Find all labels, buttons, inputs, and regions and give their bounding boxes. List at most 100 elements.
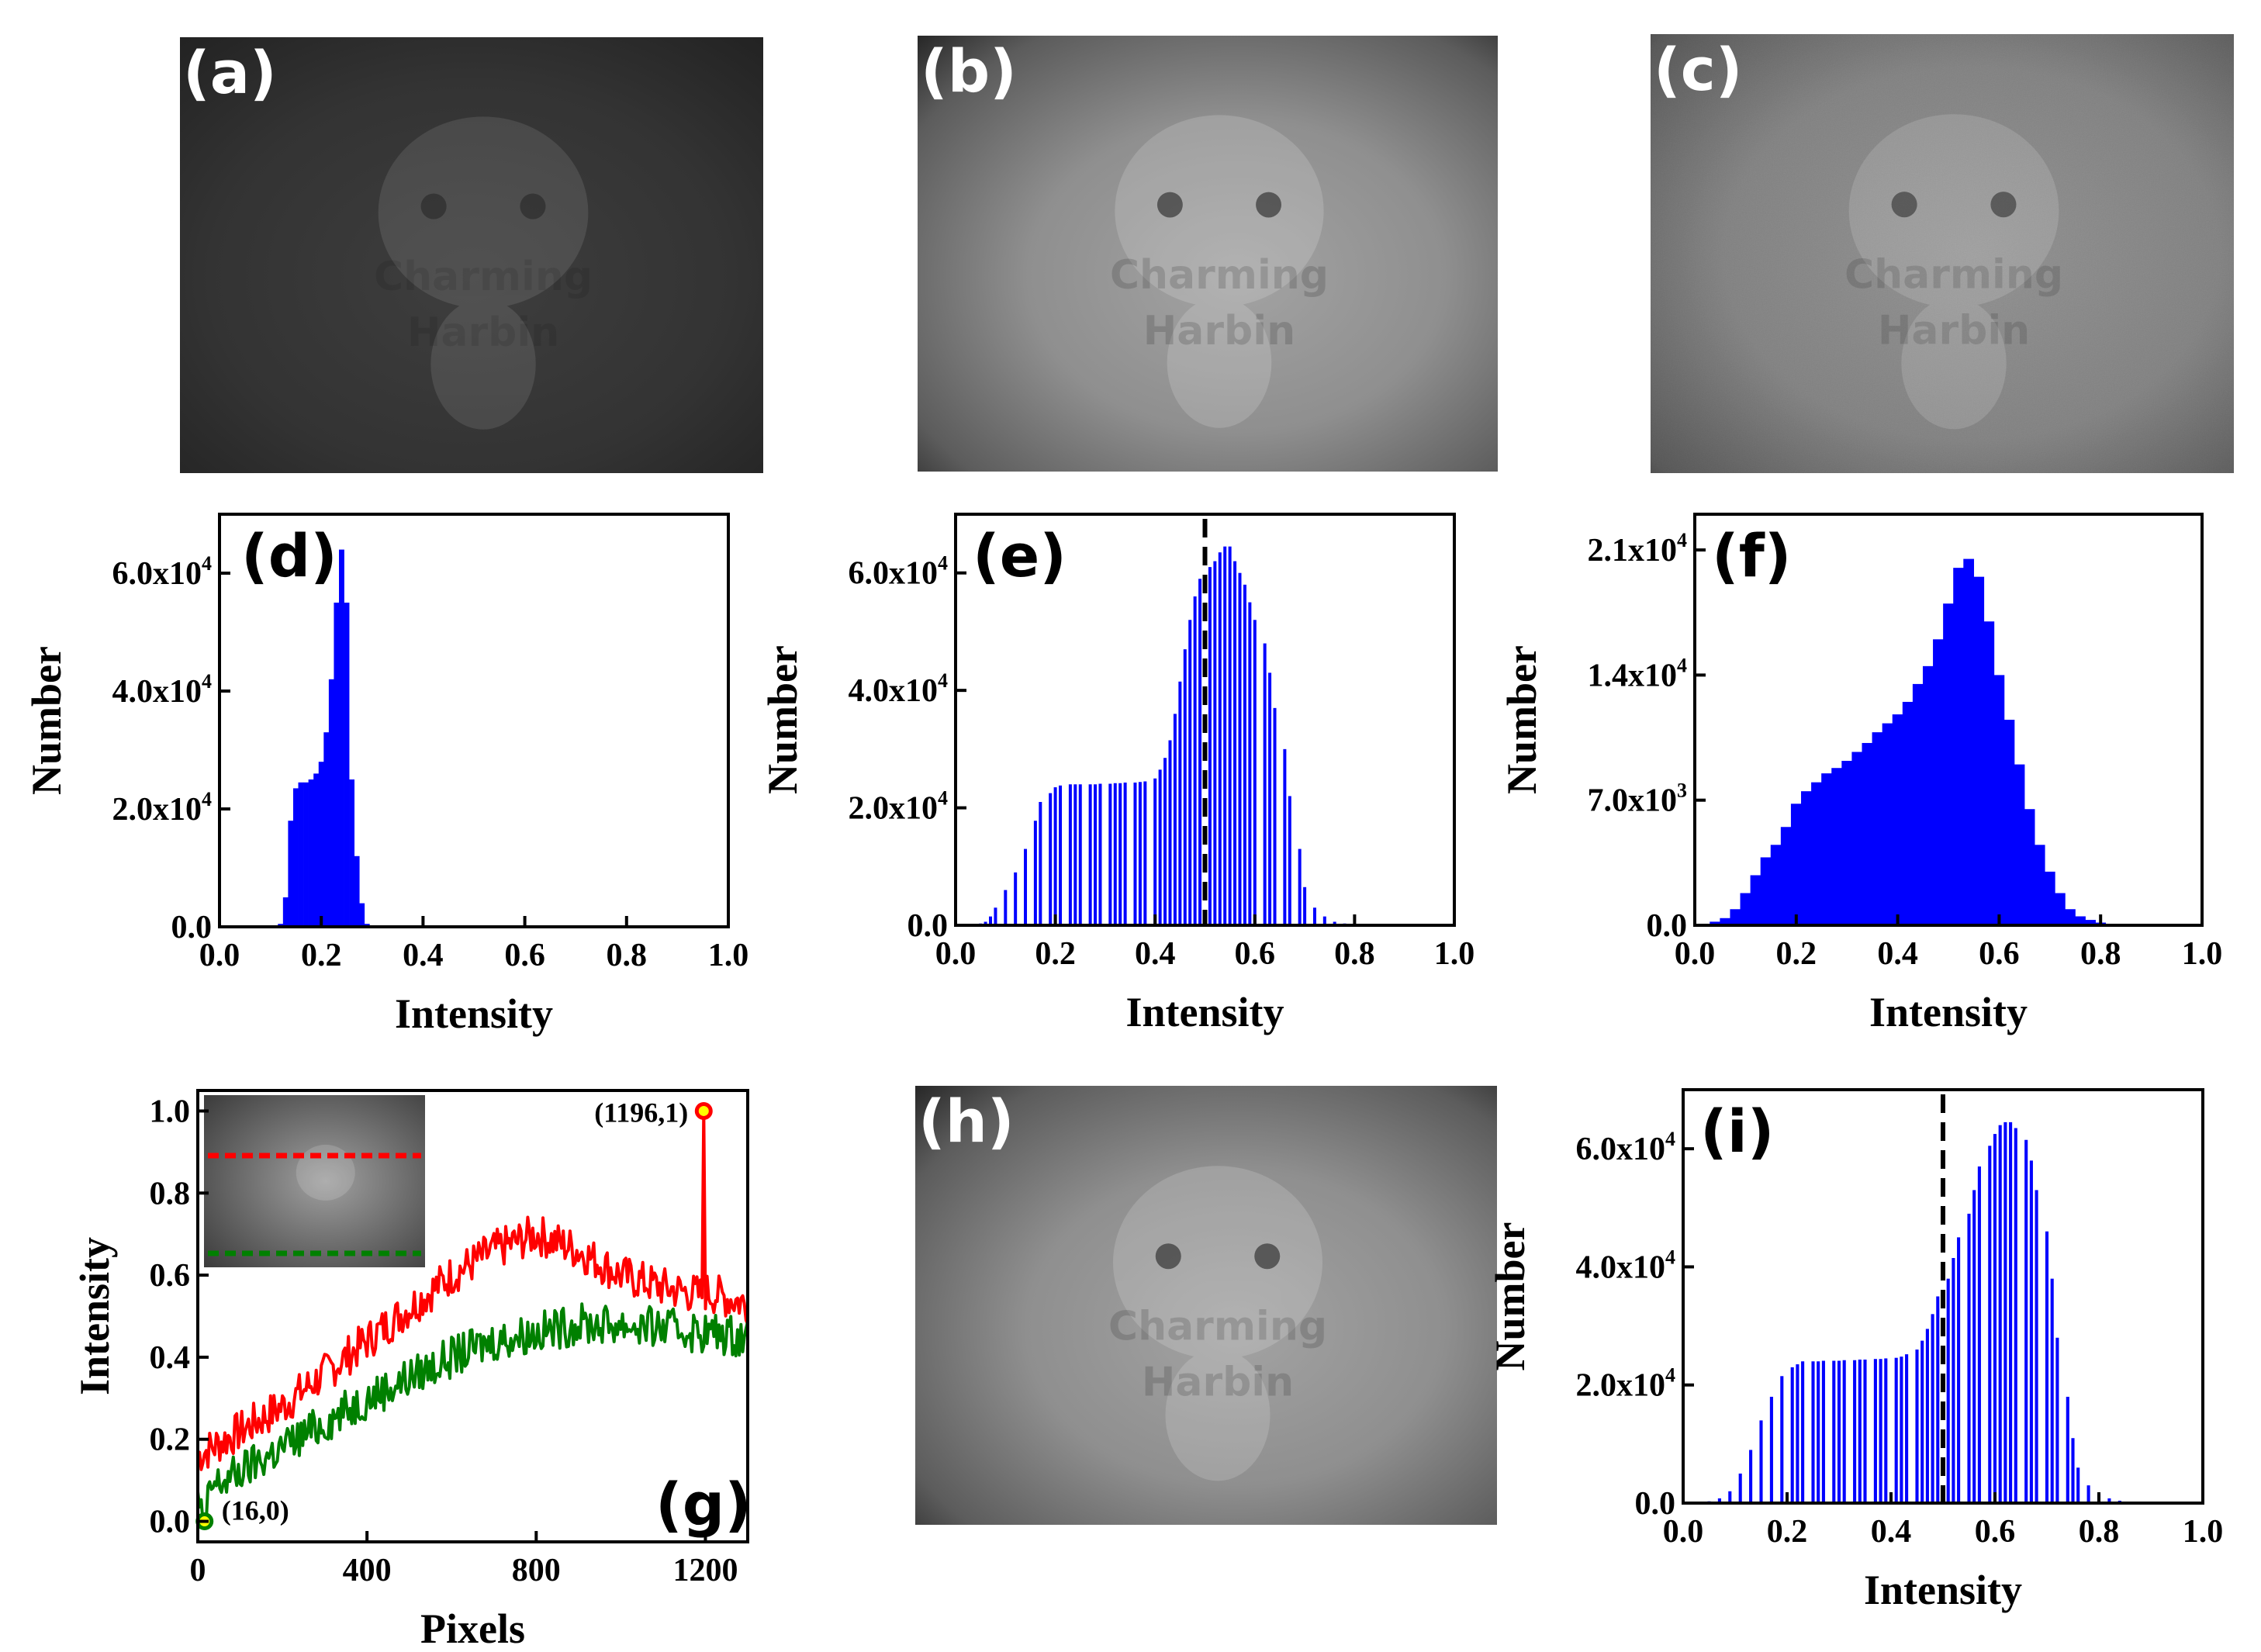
histogram-bar (1905, 1354, 1909, 1503)
histogram-bar (1024, 848, 1028, 925)
mascot-eye-left (420, 193, 447, 219)
histogram-bar (2055, 1337, 2059, 1503)
image-background (918, 36, 1498, 472)
histogram-bar (2034, 845, 2045, 925)
histogram-bar (1138, 782, 1142, 925)
histogram-bar (1882, 723, 1893, 925)
y-tick-mantissa: 7.0x10 (1588, 783, 1678, 819)
mascot-head (1115, 115, 1324, 307)
histogram-bar (2044, 871, 2055, 925)
histogram-bar (2076, 1467, 2080, 1503)
y-tick-label: 2.0x104 (849, 787, 949, 827)
y-tick-exponent: 4 (1677, 654, 1687, 676)
x-axis-label: Intensity (1864, 1567, 2022, 1613)
histogram-bar (1053, 787, 1057, 925)
mascot-eye-left (1156, 192, 1183, 218)
histogram-bar (1862, 742, 1873, 925)
x-tick-label: 400 (343, 1553, 392, 1588)
chart-panel-g: (1196,1) (16,0) 0 400 800 1200 0.0 0.2 0.4 0.6 0.8… (71, 1089, 752, 1652)
histogram-bar (1198, 579, 1202, 925)
histogram-bar (1790, 804, 1802, 925)
y-tick-label: 0.6 (150, 1258, 191, 1294)
y-tick-label: 0.0 (171, 910, 213, 945)
y-axis-label: Intensity (71, 1237, 118, 1395)
histogram-bar (1078, 784, 1082, 925)
histogram-bar (318, 762, 324, 927)
y-axis-label: Number (1499, 645, 1545, 794)
panel-label-a: (a) (183, 38, 277, 107)
histogram-bar (1253, 620, 1257, 925)
image-panel-b: Charming Harbin (b) (918, 36, 1498, 472)
histogram-bar (2014, 1128, 2017, 1503)
histogram-bar (1263, 643, 1267, 925)
y-tick-label: 2.0x104 (112, 788, 213, 828)
mascot-eye-right (1990, 192, 2017, 218)
chart-panel-e: 0.0 0.2 0.4 0.6 0.8 1.00.02.0x1044.0x1046.0x1… (759, 513, 1474, 1035)
histogram-bar (1790, 1367, 1794, 1503)
y-tick-label: 4.0x104 (112, 670, 213, 710)
y-tick-mantissa: 0.8 (150, 1176, 191, 1211)
y-tick-exponent: 4 (202, 670, 212, 693)
histogram-bar (1322, 916, 1326, 925)
histogram-bar (1123, 783, 1127, 925)
histogram-bar (1801, 791, 1812, 925)
y-tick-label: 6.0x104 (849, 552, 949, 592)
histogram-bar (1780, 827, 1792, 925)
y-tick-label: 0.0 (1647, 908, 1688, 944)
chart-panel-f: 0.0 0.2 0.4 0.6 0.8 1.00.07.0x1031.4x1042.1x1… (1499, 513, 2223, 1035)
histogram-bar (1912, 683, 1924, 925)
y-tick-exponent: 4 (1665, 1246, 1675, 1268)
histogram-bar (1841, 761, 1853, 925)
histogram-bar (1760, 857, 1772, 925)
y-tick-mantissa: 4.0x10 (1576, 1249, 1666, 1285)
x-tick-label: 1.0 (2182, 936, 2223, 972)
histogram-bar (1922, 665, 1934, 925)
histogram-bar (1884, 1358, 1888, 1503)
y-tick-label: 7.0x103 (1588, 779, 1688, 819)
panel-label-f: (f) (1712, 521, 1792, 590)
histogram-bar (308, 779, 314, 927)
histogram-bar (1749, 1450, 1753, 1503)
histogram-bar (1273, 707, 1277, 925)
y-tick-mantissa: 0.0 (1647, 908, 1688, 944)
y-tick-label: 2.1x104 (1588, 529, 1688, 569)
histogram-bar (2055, 893, 2066, 925)
histogram-bar (1073, 784, 1077, 925)
x-tick-label: 0.4 (1871, 1514, 1912, 1550)
panel-label-d: (d) (241, 521, 337, 590)
y-tick-mantissa: 0.0 (171, 910, 213, 945)
histogram-bar (1283, 748, 1287, 925)
histogram-bar (1858, 1359, 1862, 1503)
histogram-bar (1738, 1473, 1742, 1503)
histogram-bar (1770, 845, 1782, 925)
mascot-figure (1115, 115, 1324, 428)
histogram-bar (1943, 603, 1954, 925)
histogram-bar (2075, 916, 2086, 925)
x-tick-label: 0.4 (1877, 936, 1918, 972)
y-axis-label: Number (759, 645, 806, 794)
y-tick-exponent: 4 (202, 788, 212, 810)
y-tick-label: 0.4 (150, 1340, 191, 1376)
chart-panel-i: 0.0 0.2 0.4 0.6 0.8 1.00.02.0x1044.0x1046.0x1… (1487, 1088, 2223, 1613)
histogram-bar (1014, 872, 1018, 925)
histogram-bar (2045, 1231, 2049, 1503)
histogram-bar (989, 916, 993, 925)
y-tick-label: 1.0 (150, 1094, 191, 1129)
mascot-eye-right (520, 193, 546, 219)
y-tick-label: 4.0x104 (1576, 1246, 1676, 1285)
histogram-bar (1098, 783, 1102, 925)
watermark-text: Charming (1110, 252, 1329, 299)
histogram-bar (334, 603, 340, 927)
histogram-bar (1811, 1361, 1815, 1503)
y-tick-label: 1.4x104 (1588, 654, 1688, 693)
histogram-bar (1143, 781, 1147, 925)
histogram-bar (1817, 1361, 1820, 1503)
histogram-bar (1049, 793, 1053, 925)
mascot-eye-left (1155, 1243, 1181, 1270)
histogram-bar (1993, 1134, 1997, 1503)
histogram-bar (1248, 602, 1252, 925)
mascot-eye-left (1891, 192, 1917, 218)
histogram-bar (1298, 848, 1302, 925)
histogram-bar (1088, 784, 1092, 925)
series-line-green (196, 1302, 749, 1523)
